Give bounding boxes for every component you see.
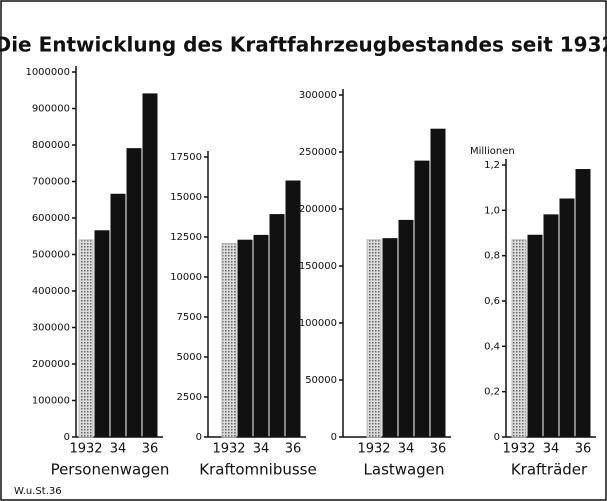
bar	[559, 198, 575, 438]
x-tick-label: 1932	[357, 442, 390, 457]
y-tick-label: 1,0	[484, 205, 500, 216]
bar	[382, 238, 398, 438]
x-tick-label: 36	[285, 442, 302, 457]
bar	[78, 239, 94, 438]
y-tick-label: 300000	[32, 323, 70, 334]
y-tick-label: 600000	[32, 213, 70, 224]
x-tick-label: 36	[575, 442, 592, 457]
y-tick-label: 0	[331, 432, 337, 443]
y-tick-label: 2500	[177, 392, 202, 403]
x-tick-label: 1932	[212, 442, 245, 457]
y-tick-label: 0,2	[484, 387, 500, 398]
y-tick-label: 100000	[299, 318, 337, 329]
subchart-title: Kraftomnibusse	[199, 461, 316, 479]
subchart-title: Personenwagen	[51, 461, 170, 479]
bar	[221, 242, 237, 438]
y-tick-label: 1000000	[25, 67, 70, 78]
y-tick-label: 0	[196, 432, 202, 443]
bar	[527, 234, 543, 438]
bar	[94, 230, 110, 438]
bar	[237, 239, 253, 438]
bar	[414, 160, 430, 438]
x-tick-label: 36	[142, 442, 159, 457]
bar	[398, 219, 414, 438]
bar	[126, 148, 142, 438]
bar	[543, 214, 559, 438]
bar	[142, 93, 158, 438]
y-tick-label: 0	[494, 432, 500, 443]
y-tick-label: 400000	[32, 286, 70, 297]
y-tick-label: 5000	[177, 352, 202, 363]
x-tick-label: 34	[253, 442, 270, 457]
y-tick-label: 0,8	[484, 251, 500, 262]
y-tick-label: 0,4	[484, 341, 500, 352]
y-tick-label: 100000	[32, 396, 70, 407]
x-tick-label: 1932	[69, 442, 102, 457]
bar	[253, 234, 269, 438]
bar	[430, 128, 446, 438]
x-tick-label: 36	[430, 442, 447, 457]
y-tick-label: 900000	[32, 104, 70, 115]
bar	[511, 239, 527, 438]
y-tick-label: 0	[64, 432, 70, 443]
bar	[575, 169, 591, 438]
y-tick-label: 700000	[32, 177, 70, 188]
y-tick-label: 150000	[299, 261, 337, 272]
subchart-title: Krafträder	[511, 461, 588, 479]
y-tick-label: 250000	[299, 147, 337, 158]
y-tick-label: 200000	[299, 204, 337, 215]
x-tick-label: 34	[398, 442, 415, 457]
bar	[285, 180, 301, 438]
x-tick-label: 1932	[502, 442, 535, 457]
y-tick-label: 800000	[32, 140, 70, 151]
chart-title: Die Entwicklung des Kraftfahrzeugbestand…	[0, 33, 607, 57]
y-tick-label: 50000	[305, 375, 337, 386]
subchart-title: Lastwagen	[364, 461, 445, 479]
y-tick-label: 300000	[299, 90, 337, 101]
bar	[366, 239, 382, 438]
y-tick-label: 0,6	[484, 296, 500, 307]
y-axis-label: Millionen	[470, 146, 515, 157]
y-tick-label: 200000	[32, 359, 70, 370]
y-tick-label: 7500	[177, 312, 202, 323]
bar	[269, 214, 285, 438]
bar	[110, 193, 126, 438]
x-tick-label: 34	[543, 442, 560, 457]
source: W.u.St.36	[14, 486, 62, 497]
y-tick-label: 12500	[170, 232, 202, 243]
y-tick-label: 10000	[170, 272, 202, 283]
x-tick-label: 34	[110, 442, 127, 457]
y-tick-label: 17500	[170, 152, 202, 163]
y-tick-label: 1,2	[484, 160, 500, 171]
y-tick-label: 15000	[170, 192, 202, 203]
y-tick-label: 500000	[32, 250, 70, 261]
